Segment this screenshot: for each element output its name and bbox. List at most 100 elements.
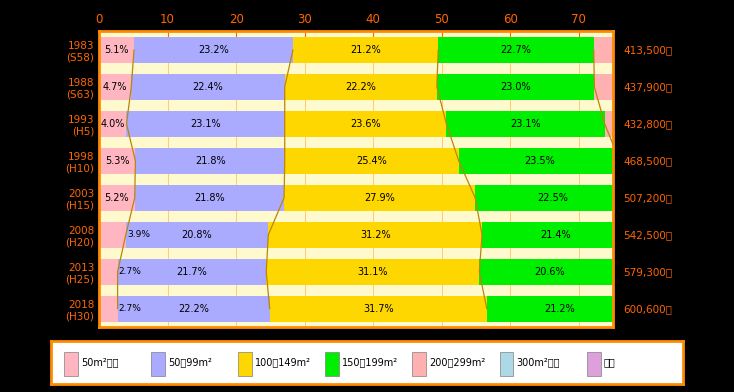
Text: 300m²以上: 300m²以上 xyxy=(517,358,560,368)
Text: 23.1%: 23.1% xyxy=(510,119,541,129)
Text: 20.8%: 20.8% xyxy=(182,230,212,240)
Text: 13.9%: 13.9% xyxy=(664,304,695,314)
Text: 23.2%: 23.2% xyxy=(198,45,229,55)
Text: 21.8%: 21.8% xyxy=(195,156,225,166)
Text: 10.1%: 10.1% xyxy=(730,82,734,92)
Bar xyxy=(99,111,126,137)
Text: 150～199m²: 150～199m² xyxy=(342,358,399,368)
Text: 200～299m²: 200～299m² xyxy=(429,358,486,368)
Text: 17.9%: 17.9% xyxy=(640,45,670,55)
Bar xyxy=(629,185,734,211)
Bar xyxy=(628,221,734,248)
Bar xyxy=(151,352,165,376)
Text: 21.2%: 21.2% xyxy=(544,304,575,314)
Bar xyxy=(99,36,134,63)
Bar xyxy=(135,185,284,211)
Text: 23.6%: 23.6% xyxy=(350,119,381,129)
Text: 22.4%: 22.4% xyxy=(192,82,223,92)
Text: 50m²未満: 50m²未満 xyxy=(81,358,119,368)
Text: 23.0%: 23.0% xyxy=(501,82,531,92)
Text: 542,500戸: 542,500戸 xyxy=(623,230,672,240)
Text: 17.2%: 17.2% xyxy=(664,156,694,166)
Bar xyxy=(99,258,117,285)
Bar xyxy=(99,74,131,100)
Text: 6.2%: 6.2% xyxy=(726,267,734,277)
Bar xyxy=(117,258,266,285)
Text: 22.7%: 22.7% xyxy=(501,45,531,55)
Text: 17.3%: 17.3% xyxy=(649,119,679,129)
Bar xyxy=(325,352,339,376)
Text: 413,500戸: 413,500戸 xyxy=(623,45,672,55)
Bar xyxy=(64,352,78,376)
Bar xyxy=(620,258,717,285)
Text: 14.1%: 14.1% xyxy=(653,267,684,277)
Bar xyxy=(126,111,285,137)
Text: 25.4%: 25.4% xyxy=(357,156,387,166)
Text: 5.3%: 5.3% xyxy=(105,156,129,166)
Text: 2.7%: 2.7% xyxy=(119,304,142,313)
Text: 22.2%: 22.2% xyxy=(178,304,209,314)
Bar xyxy=(269,221,482,248)
Bar xyxy=(727,296,734,322)
Text: 100～149m²: 100～149m² xyxy=(255,358,311,368)
Text: 50～99m²: 50～99m² xyxy=(168,358,212,368)
Text: 600,600戸: 600,600戸 xyxy=(623,304,672,314)
Text: 31.2%: 31.2% xyxy=(360,230,390,240)
Text: 31.1%: 31.1% xyxy=(357,267,388,277)
Bar xyxy=(605,111,723,137)
Bar xyxy=(459,147,619,174)
Bar xyxy=(99,221,126,248)
Bar xyxy=(475,185,629,211)
Bar xyxy=(716,36,734,63)
Text: 21.7%: 21.7% xyxy=(177,267,207,277)
Text: 21.8%: 21.8% xyxy=(194,193,225,203)
Bar xyxy=(239,352,252,376)
Bar xyxy=(285,147,459,174)
Bar xyxy=(482,221,628,248)
Text: 437,900戸: 437,900戸 xyxy=(623,82,672,92)
Bar xyxy=(586,352,600,376)
Bar xyxy=(134,36,293,63)
Bar xyxy=(413,352,426,376)
Text: 2.7%: 2.7% xyxy=(119,267,142,276)
Text: 22.5%: 22.5% xyxy=(537,193,567,203)
Text: 432,800戸: 432,800戸 xyxy=(623,119,672,129)
Bar xyxy=(99,296,117,322)
Text: 16.9%: 16.9% xyxy=(637,82,667,92)
Text: 23.5%: 23.5% xyxy=(524,156,555,166)
Bar xyxy=(293,36,438,63)
Text: 16.7%: 16.7% xyxy=(671,193,702,203)
Bar xyxy=(284,185,475,211)
Bar xyxy=(438,36,594,63)
Text: 5.1%: 5.1% xyxy=(104,45,128,55)
Text: 31.7%: 31.7% xyxy=(363,304,393,314)
Bar xyxy=(99,147,135,174)
Text: 21.4%: 21.4% xyxy=(540,230,570,240)
Bar xyxy=(717,258,734,285)
Text: 3.9%: 3.9% xyxy=(127,230,150,240)
Text: 507,200戸: 507,200戸 xyxy=(623,193,672,203)
Bar xyxy=(99,185,135,211)
Bar xyxy=(487,296,632,322)
Text: 23.1%: 23.1% xyxy=(190,119,221,129)
Text: 4.7%: 4.7% xyxy=(103,82,128,92)
Bar xyxy=(269,296,487,322)
Text: 27.9%: 27.9% xyxy=(364,193,395,203)
Text: 5.2%: 5.2% xyxy=(104,193,129,203)
Bar xyxy=(594,36,716,63)
Text: 21.2%: 21.2% xyxy=(350,45,381,55)
Bar xyxy=(711,74,734,100)
Bar xyxy=(619,147,734,174)
Bar xyxy=(437,74,595,100)
Bar xyxy=(285,111,446,137)
Bar xyxy=(131,74,285,100)
Bar xyxy=(479,258,620,285)
Text: 15.7%: 15.7% xyxy=(667,230,698,240)
Bar xyxy=(117,296,269,322)
Bar xyxy=(500,352,514,376)
Text: 4.0%: 4.0% xyxy=(101,119,125,129)
Text: 579,300戸: 579,300戸 xyxy=(623,267,672,277)
Text: 468,500戸: 468,500戸 xyxy=(623,156,672,166)
Text: 20.6%: 20.6% xyxy=(534,267,565,277)
Bar xyxy=(285,74,437,100)
